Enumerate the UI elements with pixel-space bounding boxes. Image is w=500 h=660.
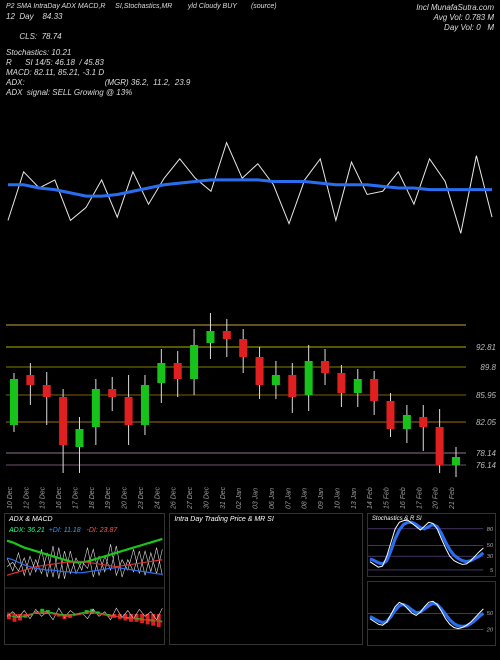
header: P2 SMA IntraDay ADX MACD,R SI,Stochastic… (0, 0, 500, 99)
svg-text:16 Feb: 16 Feb (400, 487, 407, 509)
svg-text:92.81: 92.81 (476, 343, 496, 352)
svg-text:26 Dec: 26 Dec (171, 486, 178, 510)
day-vol: Day Vol: 0 M (416, 23, 494, 33)
svg-text:5: 5 (490, 568, 494, 574)
header-right: Incl MunafaSutra.com Avg Vol: 0.783 M Da… (416, 3, 494, 98)
panel-sub-adx: ADX: 36.21 +DI: 11.18 -DI: 23.87 (9, 527, 117, 534)
svg-text:18 Dec: 18 Dec (89, 486, 96, 509)
svg-text:89.8: 89.8 (480, 363, 496, 372)
svg-text:50: 50 (487, 612, 494, 618)
upper-line-chart (0, 99, 500, 277)
rsi-value: R SI 14/5: 46.18 / 45.83 (6, 58, 277, 68)
svg-text:19 Dec: 19 Dec (105, 486, 112, 509)
svg-text:31 Dec: 31 Dec (220, 486, 227, 509)
svg-text:13 Jan: 13 Jan (351, 488, 358, 509)
top-header-row: P2 SMA IntraDay ADX MACD,R SI,Stochastic… (6, 3, 277, 12)
svg-text:30: 30 (487, 554, 494, 560)
svg-text:78.14: 78.14 (476, 449, 497, 458)
macd-value: MACD: 82.11, 85.21, -3.1 D (6, 68, 277, 78)
svg-text:10 Dec: 10 Dec (7, 486, 14, 509)
svg-text:09 Jan: 09 Jan (318, 488, 325, 509)
svg-text:82.05: 82.05 (476, 418, 497, 427)
svg-text:24 Dec: 24 Dec (154, 486, 161, 510)
svg-text:27 Dec: 27 Dec (187, 486, 194, 510)
avg-vol: Avg Vol: 0.783 M (416, 13, 494, 23)
source-tag: (source) (251, 3, 277, 12)
adx-label: ADX: 36.21 (9, 527, 45, 534)
adx-value: ADX: (MGR) 36.2, 11.2, 23.9 (6, 78, 277, 88)
svg-text:13 Dec: 13 Dec (40, 486, 47, 509)
svg-text:20: 20 (486, 628, 494, 634)
svg-text:14 Feb: 14 Feb (367, 487, 374, 509)
svg-text:20 Dec: 20 Dec (122, 486, 129, 510)
svg-text:16 Dec: 16 Dec (56, 486, 63, 509)
svg-text:30 Dec: 30 Dec (203, 486, 210, 509)
adx-signal: ADX signal: SELL Growing @ 13% (6, 88, 277, 98)
bottom-panels: ADX & MACD ADX: 36.21 +DI: 11.18 -DI: 23… (0, 513, 500, 650)
svg-text:50: 50 (487, 543, 494, 549)
svg-text:15 Feb: 15 Feb (384, 487, 391, 509)
svg-text:03 Jan: 03 Jan (253, 488, 260, 509)
svg-text:85.95: 85.95 (476, 391, 497, 400)
svg-text:20 Feb: 20 Feb (433, 487, 440, 510)
svg-text:76.14: 76.14 (476, 461, 497, 470)
din-label: -DI: 23.87 (83, 527, 118, 534)
panel-stochastics-2: 50 20 (367, 581, 496, 646)
svg-text:17 Feb: 17 Feb (416, 487, 423, 509)
panel-stochastics: Stochastics & R SI 80 50 30 5 (367, 513, 496, 578)
svg-text:21 Feb: 21 Feb (449, 487, 456, 510)
svg-text:08 Jan: 08 Jan (302, 488, 309, 509)
svg-text:23 Dec: 23 Dec (138, 486, 145, 510)
svg-text:07 Jan: 07 Jan (285, 488, 292, 509)
dip-label: +DI: 11.18 (47, 527, 81, 534)
candlestick-chart: 92.81 89.8 85.95 82.05 78.14 76.14 10 Dec 12 De… (0, 277, 500, 513)
inst-source: Incl MunafaSutra.com (416, 3, 494, 13)
header-left: P2 SMA IntraDay ADX MACD,R SI,Stochastic… (6, 3, 277, 98)
svg-text:06 Jan: 06 Jan (269, 488, 276, 509)
svg-text:17 Dec: 17 Dec (72, 486, 79, 509)
svg-text:10 Jan: 10 Jan (334, 488, 341, 509)
panel-title-intra: Intra Day Trading Price & MR SI (174, 516, 273, 523)
stochastics-value: Stochastics: 10.21 (6, 48, 277, 58)
svg-text:12 Dec: 12 Dec (23, 486, 30, 509)
indicator-list: P2 SMA IntraDay ADX MACD,R SI,Stochastic… (6, 3, 237, 12)
svg-text:02 Jan: 02 Jan (236, 488, 243, 509)
panel-intraday: Intra Day Trading Price & MR SI (169, 513, 363, 645)
panel-title-stoch: Stochastics & R SI (372, 516, 422, 522)
panel-title-adx: ADX & MACD (9, 516, 53, 523)
panel-adx-macd: ADX & MACD ADX: 36.21 +DI: 11.18 -DI: 23… (4, 513, 165, 645)
panel-stoch-stack: Stochastics & R SI 80 50 30 5 50 20 (367, 513, 496, 646)
day-stat: 12 Day 84.33 CLS: 78.74 (6, 12, 277, 42)
svg-text:80: 80 (487, 527, 494, 533)
